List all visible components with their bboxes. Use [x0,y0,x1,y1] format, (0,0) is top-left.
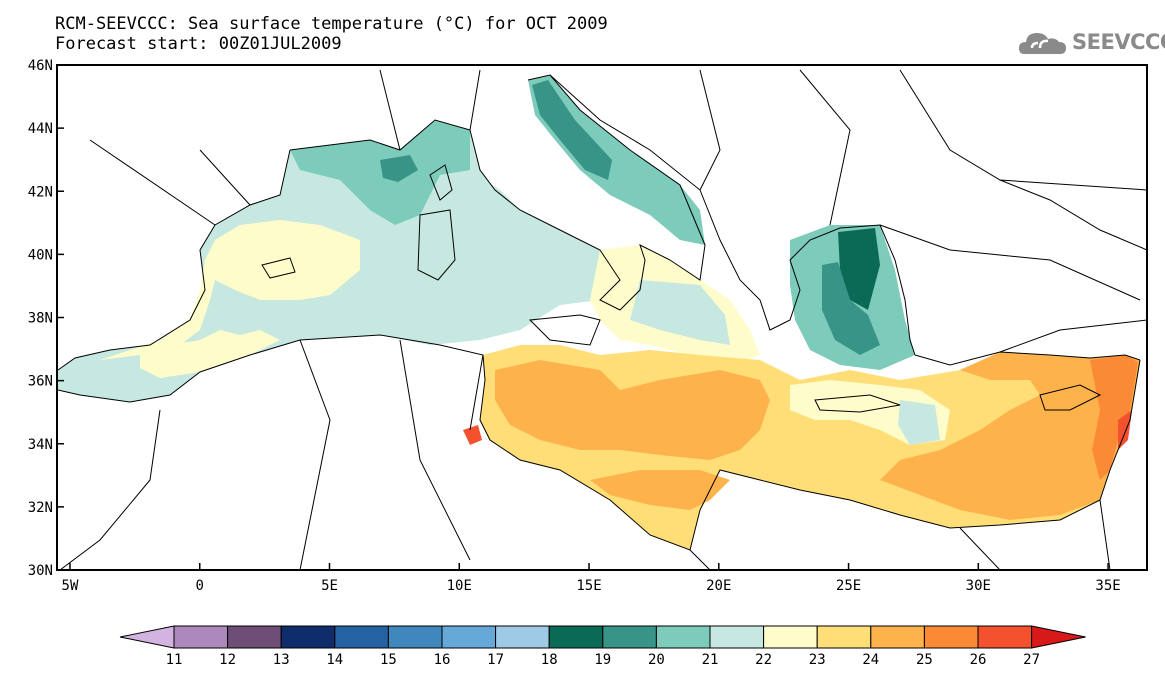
sst-aegean-mid [822,262,880,355]
colorbar-label: 27 [1023,652,1040,668]
colorbar-segment [923,625,979,649]
colorbar-label: 23 [809,652,826,668]
balkans-coast [549,74,916,356]
lon-tick-label: 15E [576,578,601,594]
colorbar-segment [227,625,282,649]
colorbar-segment [709,625,765,649]
levant-coast [57,334,1141,551]
lat-tick-label: 36N [28,374,53,390]
colorbar-segment [495,625,550,649]
lat-tick-label: 46N [28,58,53,74]
cyprus [1039,384,1102,411]
map-title: RCM-SEEVCCC: Sea surface temperature (°C… [55,14,608,34]
colorbar-label: 12 [219,652,236,668]
colorbar-segment [977,625,1033,649]
lon-tick-label: 20E [706,578,731,594]
colorbar-segment [173,625,229,649]
colorbar-low-arrow [119,625,175,649]
colorbar-segment [655,625,711,649]
cloud-icon [1019,33,1066,54]
colorbar-segment [763,625,818,649]
france-italy-coast [289,74,706,311]
seevccc-logo: SEEVCCC [1018,24,1165,58]
colorbar-segment [441,625,497,649]
lat-tick-label: 30N [28,563,53,579]
colorbar-label: 20 [648,652,665,668]
borders [59,69,1147,570]
coastlines [57,69,1147,570]
sst-field [58,75,1140,550]
colorbar-label: 18 [541,652,558,668]
colorbar-label: 19 [594,652,611,668]
iberia-coast [57,149,291,371]
colorbar-label: 15 [380,652,397,668]
lat-tick-label: 34N [28,437,53,453]
colorbar-segment [870,625,925,649]
sst-crete-cool2 [898,400,940,445]
sst-west-warm [62,220,360,372]
crete [814,394,901,413]
sst-east-warm1 [495,360,770,460]
colorbar-label: 21 [702,652,719,668]
lat-tick-label: 42N [28,184,53,200]
colorbar-segment [816,625,872,649]
colorbar-segment [387,625,443,649]
lon-tick-label: 30E [966,578,991,594]
forecast-start-subtitle: Forecast start: 00Z01JUL2009 [55,34,342,54]
sst-adriatic-cold [532,80,612,180]
latitude-axis: 46N 44N 42N 40N 38N 36N 34N 32N 30N [28,58,64,579]
sst-levant [880,352,1140,520]
logo-text: SEEVCCC [1072,30,1165,54]
sst-libya-west [463,425,482,445]
colorbar-label: 13 [273,652,290,668]
sst-south-west [140,330,280,378]
lon-tick-label: 35E [1095,578,1120,594]
lat-tick-label: 38N [28,311,53,327]
lon-tick-label: 0 [196,578,204,594]
colorbar-label: 26 [970,652,987,668]
lat-tick-label: 32N [28,500,53,516]
colorbar-segment [334,625,389,649]
colorbar-label: 22 [755,652,772,668]
colorbar-segment [548,625,604,649]
longitude-axis: 5W 0 5E 10E 15E 20E 25E 30E 35E [62,563,1121,594]
lat-tick-label: 40N [28,247,53,263]
lon-tick-label: 5E [321,578,338,594]
lon-tick-label: 5W [62,578,79,594]
colorbar-label: 17 [487,652,504,668]
sardinia [417,209,456,281]
sicily [528,314,601,346]
colorbar-segment [280,625,336,649]
colorbar-high-arrow [1031,625,1086,649]
sst-aegean-cold [838,228,880,310]
corsica [429,164,453,201]
sst-tyrrhenian [460,170,610,310]
colorbar-label: 16 [434,652,451,668]
colorbar-segment [602,625,657,649]
colorbar-label: 24 [862,652,879,668]
balearics [261,257,296,279]
colorbar-label: 11 [166,652,183,668]
colorbar-label: 14 [326,652,343,668]
colorbar-label: 25 [916,652,933,668]
sst-ionian-cool [630,280,730,345]
colorbar: 11 12 13 14 15 16 17 18 19 20 21 22 23 24 25 26 27 [119,625,1086,668]
sst-levant-hot [1090,355,1138,480]
lat-tick-label: 44N [28,121,53,137]
sst-lion-gulf [290,120,470,225]
lon-tick-label: 10E [447,578,472,594]
sst-lion-cold [380,155,418,182]
turkey-coast [914,351,1141,366]
sst-east-warm2 [590,470,730,510]
lon-tick-label: 25E [836,578,861,594]
